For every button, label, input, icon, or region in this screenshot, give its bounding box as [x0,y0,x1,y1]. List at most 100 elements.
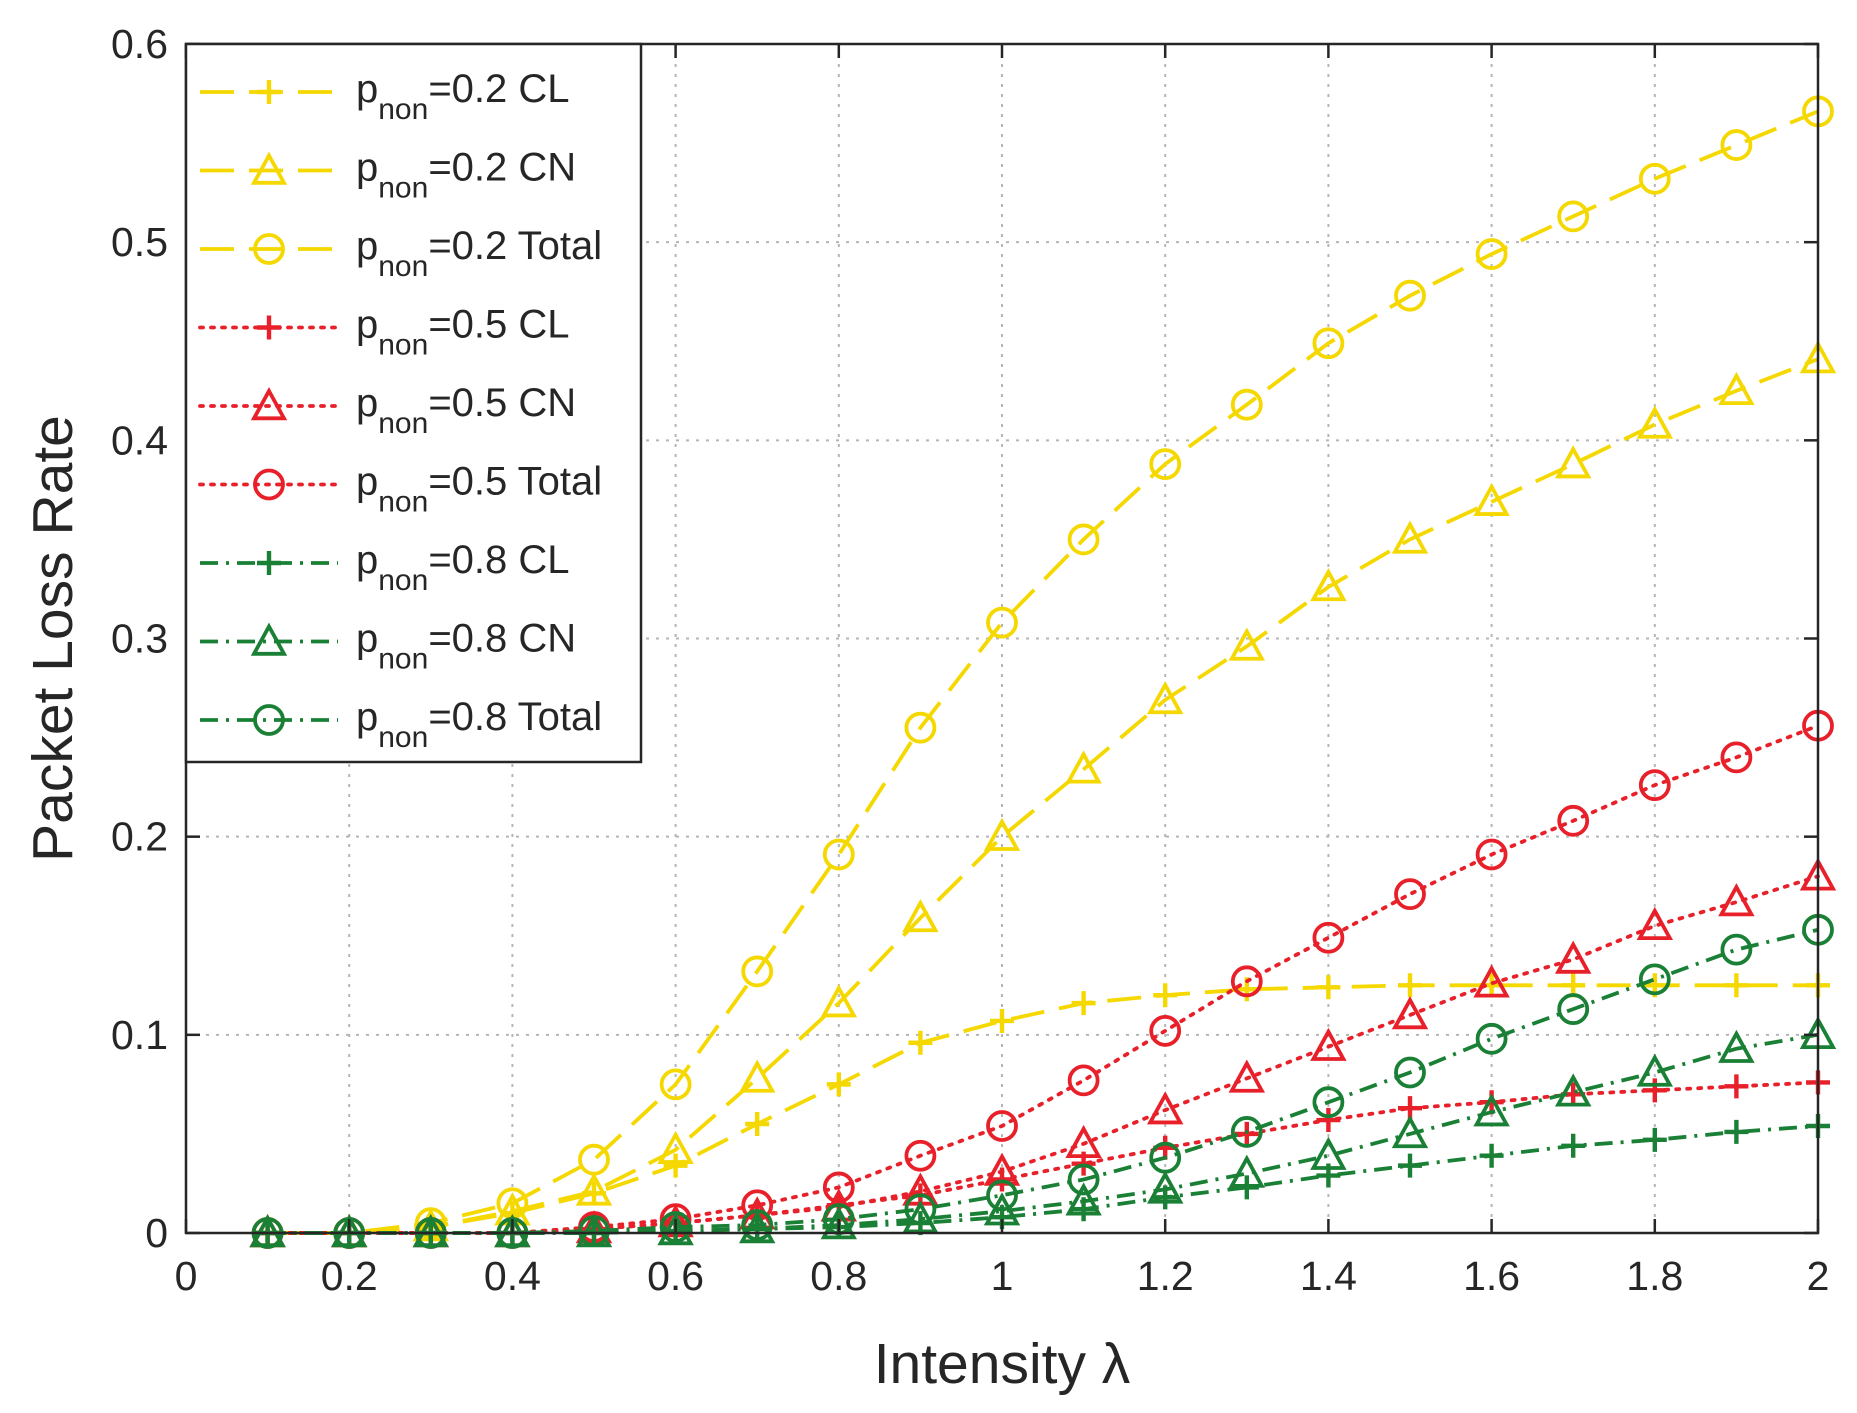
data-point [986,1179,1018,1212]
data-point [822,1171,855,1204]
data-point [1636,405,1674,439]
legend-marker [253,233,285,265]
data-point [575,1172,613,1206]
data-point [902,898,939,933]
data-point [1720,933,1753,966]
data-point [1312,921,1345,954]
data-point [1724,1119,1749,1144]
y-axis-title: Packet Loss Rate [21,415,85,862]
legend-entry: pnon=0.5 CN [198,381,576,440]
data-point [1473,1093,1510,1127]
legend-entry: pnon=0.5 CL [198,303,570,362]
legend-marker [250,151,288,185]
data-point [578,1215,610,1247]
data-point [1394,1056,1426,1089]
data-point [1228,1154,1266,1188]
data-point [1146,1170,1184,1204]
data-point [1153,983,1178,1008]
data-point [741,955,774,988]
data-point [745,1112,770,1137]
data-point [659,1211,692,1243]
legend-label: pnon=0.5 CN [356,381,576,440]
y-tick-label: 0.4 [111,417,168,463]
data-point [1228,1059,1266,1093]
data-point [1316,1108,1341,1133]
data-point [1391,520,1429,554]
series-line [265,874,1820,1235]
data-point [1149,448,1182,481]
data-point [1724,1074,1749,1099]
data-point [1394,878,1426,911]
data-point [741,1209,774,1241]
tick-labels: 0 0.2 0.4 0.6 0.8 1 1.2 1.4 1.6 1.8 2 0 0.1 0.2 0.3 0.4… [111,21,1829,1299]
data-point [1554,940,1592,974]
data-point [1724,973,1749,998]
data-point [659,1068,692,1101]
legend-marker [253,704,285,736]
data-point [1310,1136,1347,1170]
data-point [1475,838,1508,871]
data-point [738,1210,776,1244]
legend-entry: pnon=0.2 CN [200,146,576,205]
data-point [902,1200,939,1234]
data-point [1149,1141,1182,1174]
data-point [1312,327,1345,360]
legend-label: pnon=0.5 Total [356,460,602,519]
data-point [1230,1116,1263,1148]
legend-label: pnon=0.8 CN [356,617,576,676]
data-point [826,1072,851,1097]
data-point [1310,1027,1347,1061]
data-point [1557,200,1590,233]
legend-label: pnon=0.8 Total [356,695,602,754]
legend-marker [253,468,285,501]
x-tick-label: 0.6 [647,1253,704,1299]
legend-marker [257,315,281,340]
x-tick-label: 1.6 [1463,1253,1520,1299]
legend: pnon=0.2 CL pnon=0.2 CN pnon=0.2 Total pnon… [184,42,643,764]
x-tick-label: 0 [175,1253,198,1299]
legend-label: pnon=0.2 CN [356,146,576,205]
series-line [267,927,1819,1235]
data-point [904,1193,937,1226]
data-point [1718,371,1755,405]
data-point [1473,482,1510,516]
legend-label: pnon=0.8 CL [356,538,570,597]
legend-label: pnon=0.2 Total [356,224,602,283]
x-tick-label: 1 [991,1253,1014,1299]
legend-entry: pnon=0.8 CL [200,538,570,597]
series-line [267,1032,1819,1235]
legend-entry: pnon=0.2 CL [200,67,570,126]
data-point [1228,627,1266,661]
series-line [265,723,1820,1235]
data-point [1065,1182,1102,1216]
data-point [1230,388,1263,421]
data-point [1554,445,1592,479]
data-point [1718,1029,1755,1063]
data-point [1149,1014,1182,1047]
data-point [820,1206,858,1240]
series-line [267,1124,1819,1235]
data-point [1475,238,1508,270]
legend-label: pnon=0.2 CL [356,67,570,126]
y-tick-label: 0.3 [111,616,168,662]
data-point [1067,1064,1100,1097]
data-point [1557,993,1590,1025]
data-point [983,817,1021,851]
data-point [908,1030,933,1055]
data-point [904,1139,937,1172]
data-point [1636,1053,1674,1087]
x-tick-label: 0.8 [810,1253,867,1299]
legend-marker [250,387,288,421]
data-point [820,984,858,1018]
data-point [1394,279,1426,312]
data-point [1720,129,1753,161]
data-point [1720,741,1753,774]
x-tick-label: 2 [1807,1253,1830,1299]
legend-entry: pnon=0.2 Total [200,224,602,283]
legend-entry: pnon=0.8 CN [200,617,576,676]
data-point [1475,1022,1508,1055]
data-point [1473,964,1510,998]
data-point [657,1130,694,1164]
legend-entry: pnon=0.8 Total [200,695,602,754]
